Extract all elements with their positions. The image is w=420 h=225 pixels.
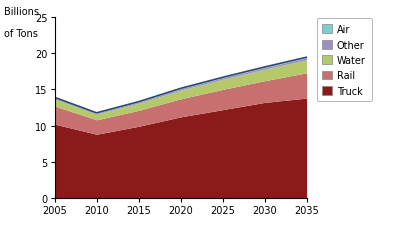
Text: of Tons: of Tons [4, 29, 38, 39]
Text: Billions: Billions [4, 7, 39, 17]
Legend: Air, Other, Water, Rail, Truck: Air, Other, Water, Rail, Truck [317, 19, 372, 102]
